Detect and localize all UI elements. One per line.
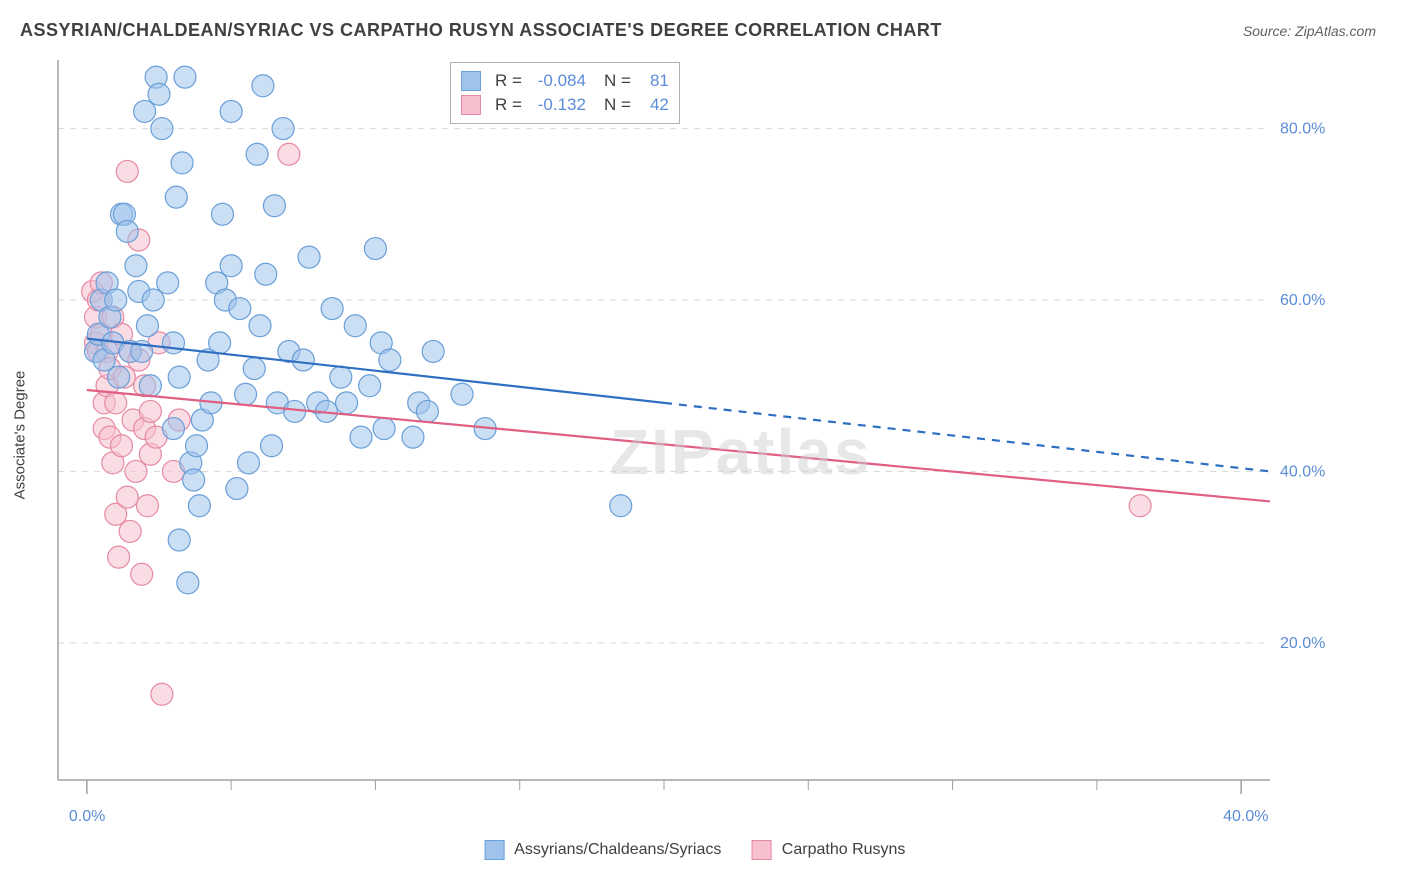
legend-item-1: Assyrians/Chaldeans/Syriacs [485, 840, 722, 860]
legend-item-2: Carpatho Rusyns [751, 840, 905, 860]
y-tick-label: 60.0% [1280, 292, 1325, 309]
stats-legend-box: R = -0.084 N = 81 R = -0.132 N = 42 [450, 62, 680, 124]
y-tick-label: 40.0% [1280, 463, 1325, 480]
chart-title: ASSYRIAN/CHALDEAN/SYRIAC VS CARPATHO RUS… [20, 20, 942, 41]
x-tick-label: 0.0% [69, 808, 105, 826]
y-tick-label: 80.0% [1280, 121, 1325, 138]
legend-swatch-2 [751, 840, 771, 860]
scatter-plot: 20.0% 40.0% 60.0% 80.0% [50, 60, 1340, 810]
stats-row-series-2: R = -0.132 N = 42 [461, 93, 669, 117]
swatch-series-2 [461, 95, 481, 115]
x-axis-legend: Assyrians/Chaldeans/Syriacs Carpatho Rus… [485, 840, 906, 860]
source-label: Source: ZipAtlas.com [1243, 23, 1376, 39]
chart-area: 20.0%40.0%60.0%80.0% Associate's Degree … [50, 60, 1340, 810]
swatch-series-1 [461, 71, 481, 91]
y-axis-label: Associate's Degree [12, 371, 29, 500]
y-tick-label: 20.0% [1280, 635, 1325, 652]
x-tick-label: 40.0% [1223, 808, 1268, 826]
legend-swatch-1 [485, 840, 505, 860]
stats-row-series-1: R = -0.084 N = 81 [461, 69, 669, 93]
